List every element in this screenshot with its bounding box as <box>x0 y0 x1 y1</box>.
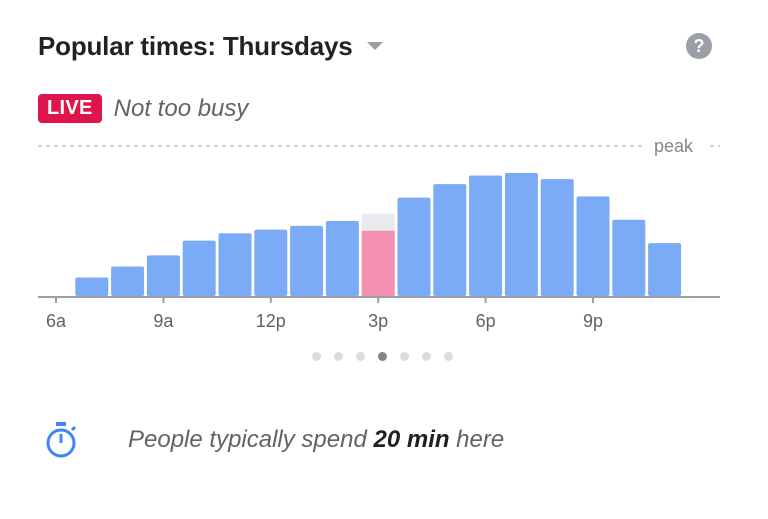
popular-times-header: Popular times: Thursdays <box>38 28 383 64</box>
tick-label-12p: 12p <box>256 311 286 331</box>
help-icon[interactable]: ? <box>686 33 712 59</box>
page-title: Popular times: Thursdays <box>38 30 353 61</box>
carousel-dot[interactable] <box>378 352 387 361</box>
visit-duration: People typically spend 20 min here <box>44 420 504 460</box>
bar-5p[interactable] <box>433 184 467 296</box>
bar-10a[interactable] <box>182 240 216 296</box>
tick-label-9p: 9p <box>583 311 603 331</box>
live-badge: LIVE <box>38 94 102 123</box>
carousel-dot[interactable] <box>444 352 453 361</box>
carousel-dot[interactable] <box>400 352 409 361</box>
live-bar-3p[interactable] <box>361 230 395 296</box>
carousel-dot[interactable] <box>312 352 321 361</box>
bar-9a[interactable] <box>146 255 180 296</box>
bar-7p[interactable] <box>504 173 538 296</box>
stopwatch-icon <box>46 422 77 458</box>
tick-label-3p: 3p <box>368 311 388 331</box>
bar-7a[interactable] <box>75 277 109 296</box>
bar-4p[interactable] <box>397 197 431 296</box>
carousel-dots <box>312 352 466 361</box>
tick-label-6p: 6p <box>476 311 496 331</box>
peak-label-bg <box>646 134 706 156</box>
tick-group: 6a 9a 12p 3p 6p 9p <box>46 297 603 331</box>
bar-6p[interactable] <box>469 175 503 296</box>
bar-11p[interactable] <box>648 243 682 296</box>
peak-label: peak <box>654 136 694 156</box>
duration-prefix: People typically spend <box>128 426 374 453</box>
bar-11a[interactable] <box>218 233 252 296</box>
tick-label-6a: 6a <box>46 311 67 331</box>
bar-2p[interactable] <box>325 220 359 296</box>
carousel-dot[interactable] <box>334 352 343 361</box>
duration-value: 20 min <box>373 426 450 453</box>
bar-10p[interactable] <box>612 219 646 296</box>
popular-times-chart: peak 6a 9a 12p 3p 6p 9p <box>38 134 720 331</box>
carousel-dot[interactable] <box>422 352 431 361</box>
chevron-down-icon[interactable] <box>366 42 383 50</box>
bar-8p[interactable] <box>540 179 574 296</box>
duration-suffix: here <box>449 426 505 453</box>
duration-text: People typically spend 20 min here <box>128 426 504 454</box>
carousel-dot[interactable] <box>356 352 365 361</box>
bar-group <box>75 173 682 296</box>
live-row: LIVE Not too busy <box>38 94 248 123</box>
bar-12p[interactable] <box>254 229 288 296</box>
bar-8a[interactable] <box>111 266 145 296</box>
bar-1p[interactable] <box>290 225 324 296</box>
live-status: Not too busy <box>113 94 249 122</box>
tick-label-9a: 9a <box>153 311 174 331</box>
bar-9p[interactable] <box>576 196 610 296</box>
